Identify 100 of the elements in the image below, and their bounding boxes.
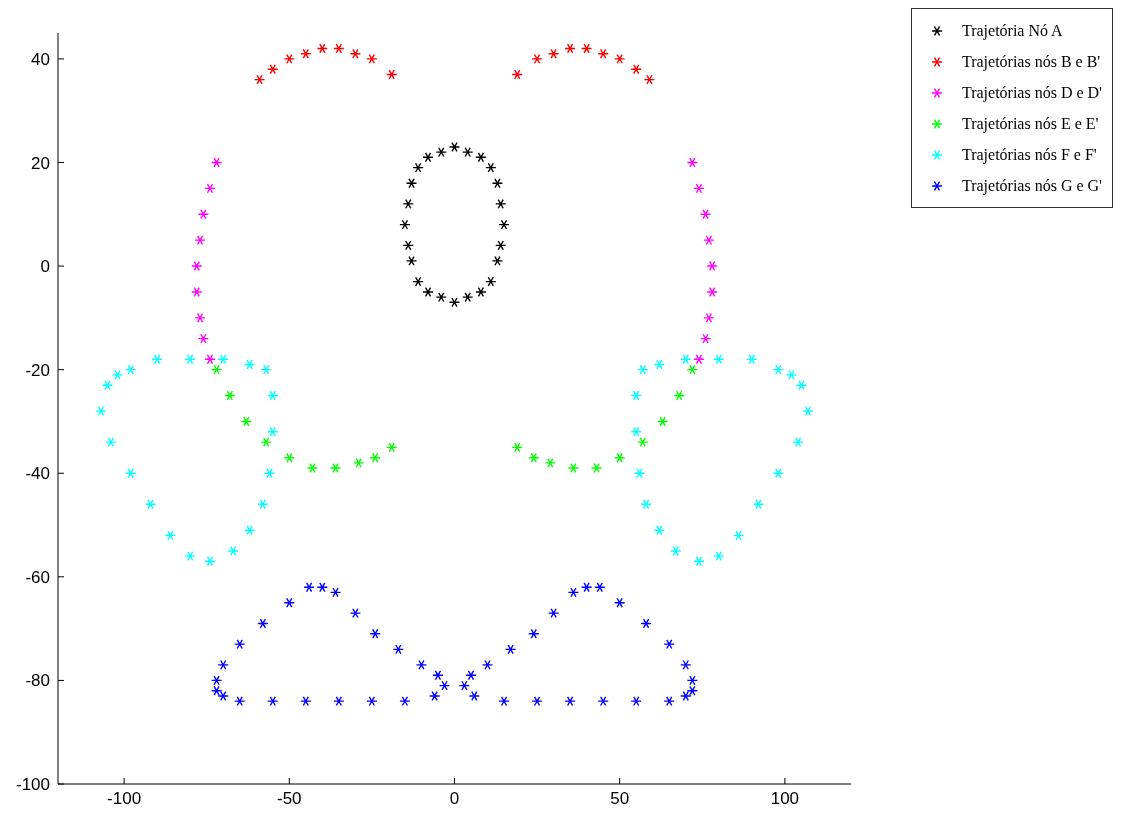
x-tick-label: -50 <box>276 789 302 809</box>
point <box>746 354 758 365</box>
point <box>528 452 540 463</box>
x-tick-label: 0 <box>449 789 460 809</box>
y-tick-label: -60 <box>25 567 50 587</box>
point <box>240 416 253 427</box>
point <box>428 690 441 701</box>
point <box>435 147 447 158</box>
point <box>204 183 216 194</box>
point <box>461 147 474 158</box>
point <box>613 452 626 463</box>
point <box>772 364 784 375</box>
point <box>329 463 342 474</box>
point <box>283 53 295 64</box>
point <box>267 696 279 707</box>
point <box>498 696 510 707</box>
point <box>217 690 229 701</box>
point <box>680 354 692 365</box>
point <box>564 43 576 54</box>
point <box>630 64 642 75</box>
point <box>597 48 609 59</box>
point <box>402 240 414 251</box>
point <box>227 545 239 556</box>
point <box>144 499 157 510</box>
point <box>101 380 114 391</box>
point <box>191 286 203 298</box>
point <box>653 525 666 536</box>
point <box>640 618 652 629</box>
point <box>594 582 606 593</box>
point <box>349 48 362 59</box>
point <box>422 286 434 298</box>
point <box>260 437 272 448</box>
point <box>706 261 718 272</box>
point <box>511 69 523 80</box>
point <box>243 359 256 370</box>
point <box>210 675 223 686</box>
point <box>461 292 474 303</box>
legend-label: Trajetórias nós B e B' <box>961 52 1101 71</box>
point <box>564 696 576 707</box>
point <box>412 276 424 287</box>
point <box>468 690 480 701</box>
point <box>349 608 362 619</box>
point <box>267 64 279 75</box>
point <box>300 696 312 707</box>
point <box>224 390 236 401</box>
point <box>234 639 246 650</box>
point <box>194 235 206 246</box>
point <box>663 639 675 650</box>
point <box>613 53 626 64</box>
point <box>613 597 626 608</box>
point <box>316 582 329 593</box>
point <box>164 530 177 541</box>
point <box>399 219 411 230</box>
y-tick-label: 40 <box>31 49 50 69</box>
point <box>234 696 246 707</box>
point <box>693 556 705 567</box>
point <box>260 364 272 375</box>
point <box>385 69 398 80</box>
point <box>699 333 712 344</box>
point <box>544 457 556 468</box>
point <box>465 670 477 681</box>
point <box>630 696 642 707</box>
point <box>257 499 269 510</box>
point <box>105 437 117 448</box>
point <box>706 286 718 298</box>
legend-label: Trajetórias nós E e E' <box>961 114 1099 133</box>
point <box>531 696 543 707</box>
point <box>243 525 256 536</box>
point <box>124 468 137 479</box>
point <box>693 354 705 365</box>
point <box>191 261 203 272</box>
point <box>528 628 540 639</box>
point <box>680 659 692 670</box>
y-tick-label: -40 <box>25 464 50 484</box>
point <box>422 152 434 163</box>
point <box>412 162 424 173</box>
point <box>475 152 487 163</box>
legend-label: Trajetórias nós F e F' <box>961 145 1097 164</box>
point <box>316 43 329 54</box>
x-tick-label: -100 <box>107 789 142 809</box>
point <box>184 354 196 365</box>
point <box>643 74 656 85</box>
y-tick-label: -100 <box>15 775 50 795</box>
point <box>399 696 411 707</box>
point <box>495 198 507 209</box>
point <box>405 255 418 266</box>
point <box>283 597 295 608</box>
point <box>263 468 276 479</box>
point <box>491 255 504 266</box>
point <box>485 162 497 173</box>
point <box>95 406 107 417</box>
point <box>713 354 725 365</box>
point <box>703 312 715 323</box>
point <box>630 426 642 437</box>
point <box>732 530 745 541</box>
point <box>217 354 229 365</box>
point <box>366 696 378 707</box>
point <box>385 442 398 453</box>
point <box>333 696 345 707</box>
x-tick-label: 50 <box>610 789 630 809</box>
